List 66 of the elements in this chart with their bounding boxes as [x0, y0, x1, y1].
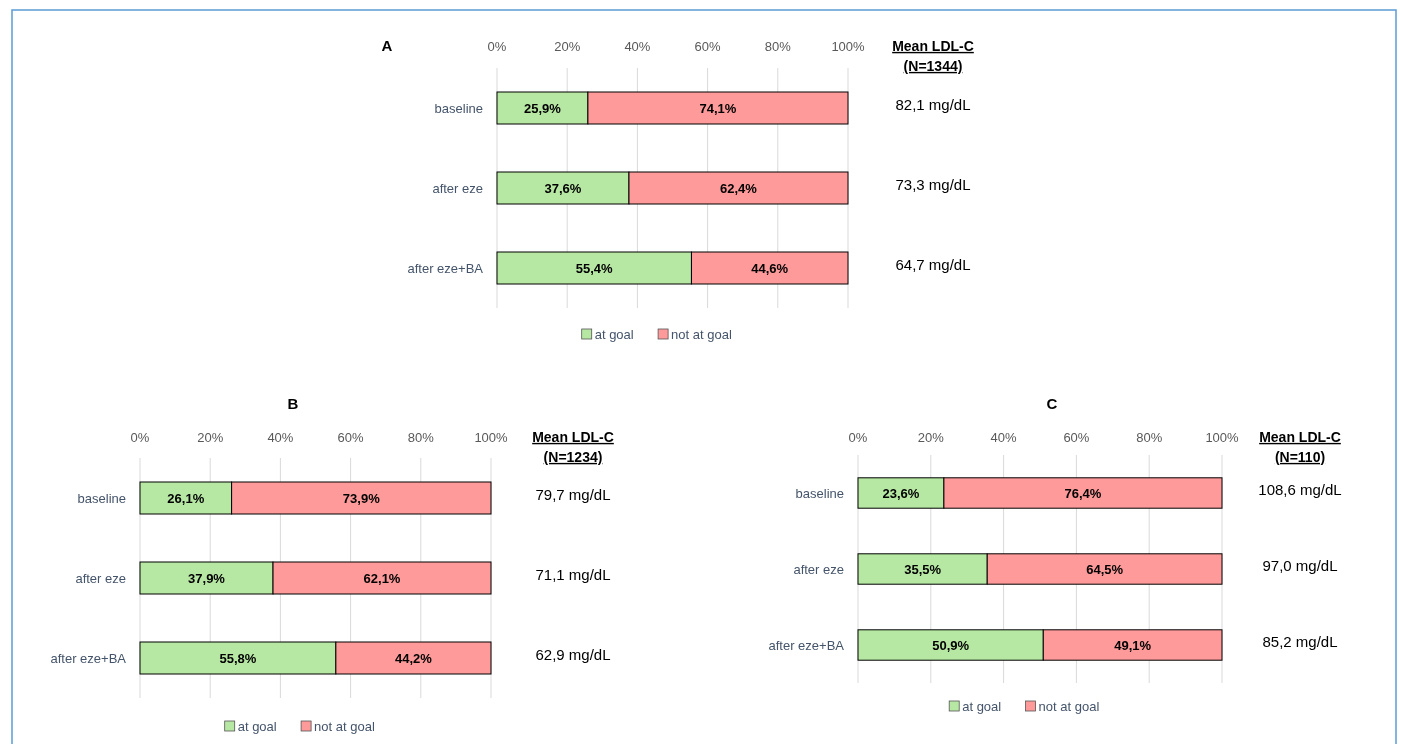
y-tick-label: after eze+BA: [768, 637, 845, 653]
x-tick-label: 20%: [917, 429, 945, 445]
x-tick-label: 40%: [624, 38, 651, 54]
text: Mean LDL-C (N=1234): [532, 428, 614, 465]
x-tick-label: 60%: [694, 38, 722, 54]
data-label: 74,1%: [699, 100, 737, 116]
x-tick-label: 20%: [197, 429, 224, 445]
y-tick-label: after eze: [432, 180, 483, 196]
text: 82,1 mg/dL: [895, 96, 971, 114]
x-tick-label: 20%: [554, 38, 581, 54]
x-tick-label: 0%: [130, 429, 150, 445]
data-label: 23,6%: [882, 485, 920, 501]
chart-title: B: [287, 395, 299, 413]
legend-label: not at goal: [1038, 698, 1100, 714]
data-label: 55,4%: [575, 260, 614, 276]
data-label: 26,1%: [167, 490, 205, 506]
text: 79,7 mg/dL: [535, 486, 611, 504]
chart-title: C: [1046, 395, 1058, 413]
x-tick-label: 80%: [764, 38, 792, 54]
y-tick-label: after eze+BA: [407, 260, 484, 276]
data-label: 55,8%: [219, 650, 257, 666]
y-tick-label: after eze: [793, 561, 844, 577]
y-tick-label: baseline: [77, 490, 126, 506]
y-tick-label: after eze: [75, 570, 126, 586]
data-label: 25,9%: [524, 100, 562, 116]
legend-label: at goal: [237, 718, 277, 734]
text: Mean LDL-C (N=1344): [892, 37, 974, 74]
data-label: 73,9%: [342, 490, 381, 506]
text: 97,0 mg/dL: [1262, 557, 1338, 575]
data-label: 37,6%: [544, 180, 582, 196]
data-label: 62,4%: [720, 180, 758, 196]
legend-label: at goal: [594, 326, 634, 342]
data-label: 37,9%: [188, 570, 226, 586]
text: 62,9 mg/dL: [535, 646, 611, 664]
x-tick-label: 60%: [337, 429, 365, 445]
x-tick-label: 100%: [1205, 429, 1240, 445]
data-label: 44,6%: [751, 260, 789, 276]
y-tick-label: baseline: [434, 100, 483, 116]
chart-title: A: [381, 37, 393, 55]
x-tick-label: 80%: [1136, 429, 1163, 445]
text: 73,3 mg/dL: [895, 176, 971, 194]
x-tick-label: 40%: [990, 429, 1018, 445]
text: 108,6 mg/dL: [1258, 481, 1342, 499]
x-tick-label: 60%: [1063, 429, 1090, 445]
x-tick-label: 0%: [848, 429, 868, 445]
y-tick-label: baseline: [795, 485, 844, 501]
x-tick-label: 40%: [267, 429, 294, 445]
x-tick-label: 0%: [487, 38, 507, 54]
x-tick-label: 80%: [407, 429, 435, 445]
data-label: 64,5%: [1086, 561, 1124, 577]
legend-label: not at goal: [671, 326, 732, 342]
legend-label: not at goal: [314, 718, 375, 734]
data-label: 44,2%: [394, 650, 433, 666]
data-label: 50,9%: [932, 637, 970, 653]
data-label: 49,1%: [1114, 637, 1152, 653]
text: Mean LDL-C (N=110): [1259, 428, 1341, 465]
y-tick-label: after eze+BA: [50, 650, 127, 666]
text: 64,7 mg/dL: [895, 256, 971, 274]
legend-label: at goal: [962, 698, 1002, 714]
text: 71,1 mg/dL: [535, 566, 611, 584]
x-tick-label: 100%: [474, 429, 509, 445]
x-tick-label: 100%: [831, 38, 866, 54]
data-label: 35,5%: [904, 561, 942, 577]
data-label: 62,1%: [363, 570, 401, 586]
text: 85,2 mg/dL: [1262, 633, 1338, 651]
data-label: 76,4%: [1064, 485, 1102, 501]
